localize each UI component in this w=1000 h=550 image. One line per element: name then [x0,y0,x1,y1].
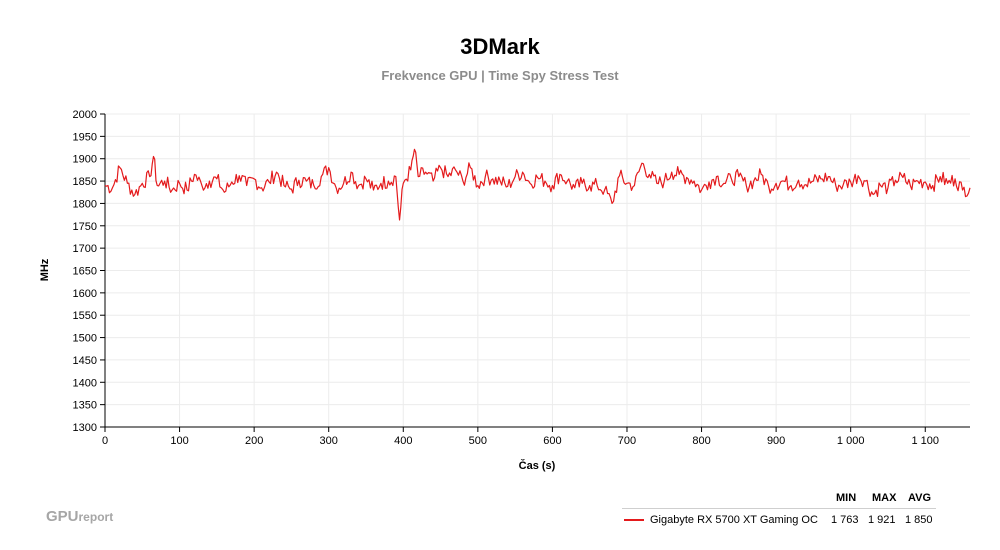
legend-swatch [624,519,644,521]
axes [100,113,970,432]
y-axis-title: MHz [39,258,51,281]
chart-subtitle: Frekvence GPU | Time Spy Stress Test [381,68,619,83]
y-tick-label: 1350 [73,400,97,412]
legend-max-value: 1 921 [868,514,896,526]
legend-series-name: Gigabyte RX 5700 XT Gaming OC [650,514,818,526]
legend-avg-value: 1 850 [905,514,933,526]
y-tick-label: 1500 [73,333,97,345]
series-line-gigabyte-rx-5700-xt [104,148,971,221]
legend-header-avg: AVG [908,492,932,504]
x-tick-label: 500 [469,435,487,447]
y-tick-label: 1750 [73,221,97,233]
legend-header-min: MIN [836,492,857,504]
x-tick-label: 900 [767,435,785,447]
x-tick-label: 1 000 [837,435,865,447]
series-layer [104,148,971,221]
y-tick-label: 2000 [73,109,97,121]
tick-labels: 1300 1350 1400 1450 1500 1550 1600 1650 1700 1750… [73,109,940,447]
x-tick-label: 0 [102,435,108,447]
x-tick-label: 300 [320,435,338,447]
y-tick-label: 1800 [73,198,97,210]
y-tick-label: 1600 [73,288,97,300]
y-tick-label: 1700 [73,243,97,255]
y-tick-label: 1950 [73,131,97,143]
y-tick-label: 1550 [73,310,97,322]
y-tick-label: 1900 [73,154,97,166]
y-tick-label: 1850 [73,176,97,188]
logo-main: GPU [46,508,79,525]
y-tick-label: 1400 [73,377,97,389]
legend-header-max: MAX [872,492,897,504]
legend-row: Gigabyte RX 5700 XT Gaming OC 1 763 1 92… [622,514,936,530]
y-tick-label: 1450 [73,355,97,367]
y-tick-label: 1650 [73,266,97,278]
x-tick-label: 400 [394,435,412,447]
logo-sub: report [78,510,114,524]
x-tick-label: 800 [692,435,710,447]
x-axis-title: Čas (s) [519,459,556,472]
gpureport-logo: GPUreport [46,508,113,525]
x-tick-label: 1 100 [911,435,939,447]
chart-title: 3DMark [460,34,540,59]
x-tick-label: 600 [543,435,561,447]
y-tick-label: 1300 [73,422,97,434]
legend-min-value: 1 763 [831,514,859,526]
x-tick-label: 700 [618,435,636,447]
x-tick-label: 100 [170,435,188,447]
legend-header: MIN MAX AVG [622,490,936,509]
x-tick-label: 200 [245,435,263,447]
